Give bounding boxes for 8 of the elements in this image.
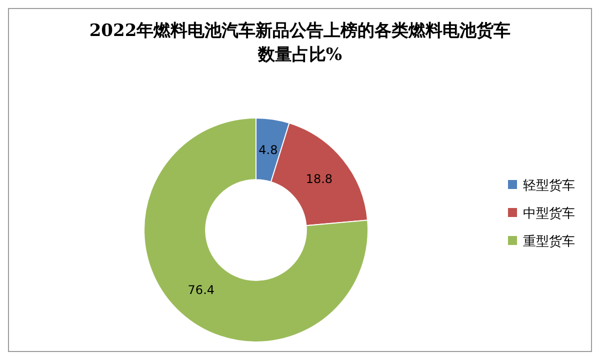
donut-slice <box>144 118 368 342</box>
chart-title: 2022年燃料电池汽车新品公告上榜的各类燃料电池货车数量占比% <box>89 21 511 65</box>
data-label: 18.8 <box>306 172 333 186</box>
legend-label: 重型货车 <box>523 234 575 250</box>
data-label: 4.8 <box>258 142 278 157</box>
data-label: 76.4 <box>188 283 215 298</box>
legend-label: 中型货车 <box>523 206 575 222</box>
legend-label: 轻型货车 <box>523 178 575 194</box>
